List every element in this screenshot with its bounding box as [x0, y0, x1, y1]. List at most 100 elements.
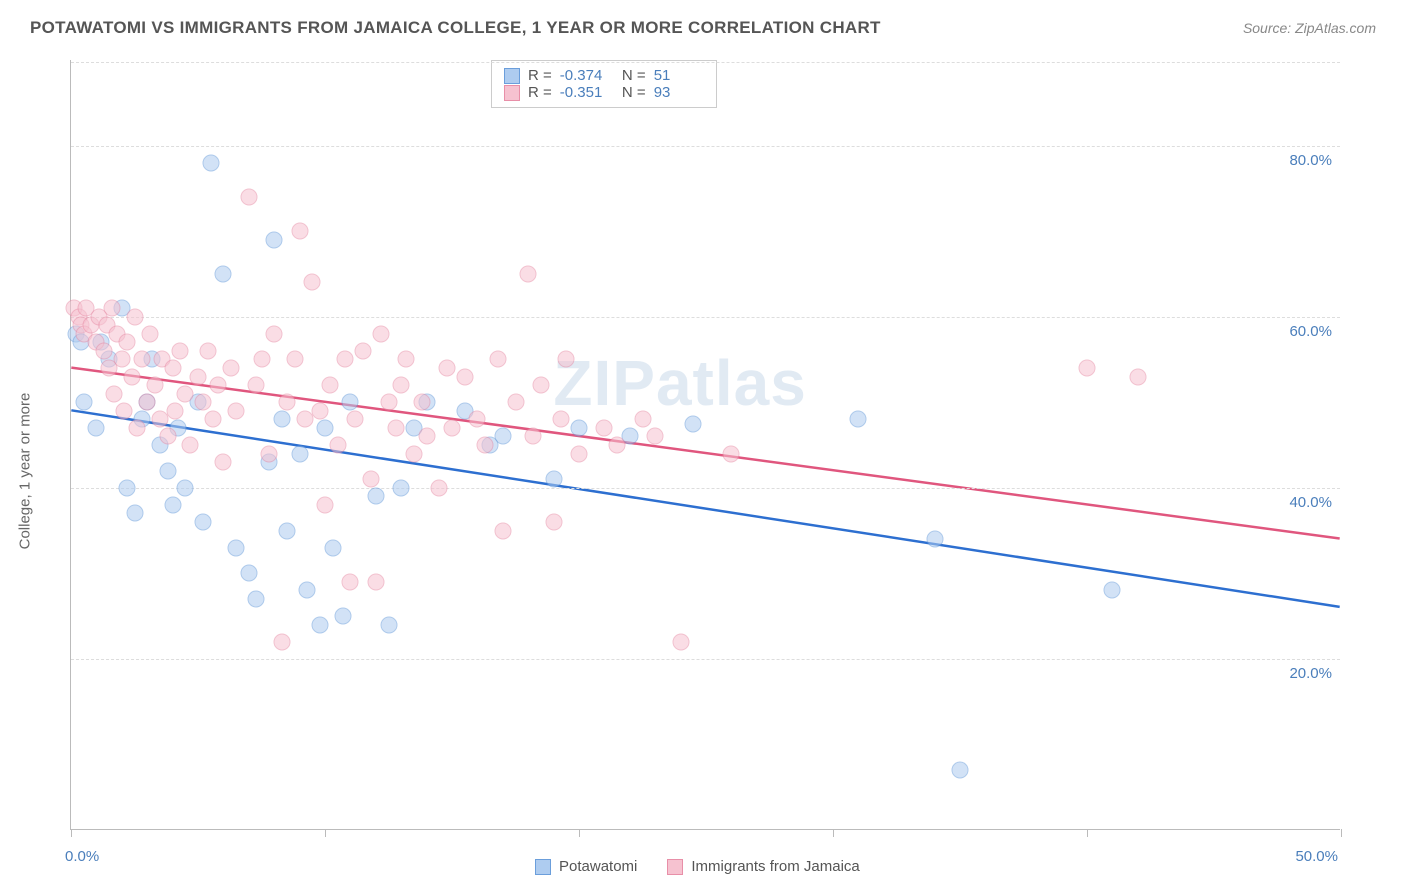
data-point [380, 394, 397, 411]
data-point [164, 496, 181, 513]
scatter-plot: ZIPatlas R =-0.374 N =51R =-0.351 N =93 … [70, 60, 1340, 830]
data-point [322, 377, 339, 394]
stat-r-value: -0.374 [560, 67, 610, 84]
gridline [71, 488, 1340, 489]
stat-label: N = [618, 67, 646, 84]
stat-n-value: 51 [654, 67, 704, 84]
data-point [444, 419, 461, 436]
legend-stats: R =-0.374 N =51R =-0.351 N =93 [491, 60, 717, 108]
gridline [71, 62, 1340, 63]
data-point [240, 188, 257, 205]
data-point [123, 368, 140, 385]
data-point [286, 351, 303, 368]
data-point [167, 402, 184, 419]
x-tick [325, 829, 326, 837]
data-point [1079, 360, 1096, 377]
x-tick [1341, 829, 1342, 837]
data-point [372, 325, 389, 342]
data-point [334, 608, 351, 625]
legend-swatch [667, 859, 683, 875]
data-point [106, 385, 123, 402]
data-point [223, 360, 240, 377]
data-point [723, 445, 740, 462]
data-point [291, 445, 308, 462]
data-point [532, 377, 549, 394]
data-point [215, 265, 232, 282]
data-point [634, 411, 651, 428]
data-point [273, 633, 290, 650]
data-point [405, 445, 422, 462]
data-point [96, 342, 113, 359]
legend-row: R = -0.374 N = 51 [504, 67, 704, 84]
data-point [134, 351, 151, 368]
data-point [545, 514, 562, 531]
x-tick-label: 0.0% [65, 848, 99, 865]
stat-r-value: -0.351 [560, 84, 610, 101]
data-point [266, 231, 283, 248]
data-point [75, 394, 92, 411]
data-point [253, 351, 270, 368]
data-point [456, 368, 473, 385]
data-point [558, 351, 575, 368]
data-point [248, 377, 265, 394]
data-point [337, 351, 354, 368]
data-point [88, 419, 105, 436]
stat-label: N = [618, 84, 646, 101]
data-point [647, 428, 664, 445]
data-point [141, 325, 158, 342]
data-point [146, 377, 163, 394]
data-point [159, 462, 176, 479]
data-point [685, 415, 702, 432]
stat-label: R = [528, 67, 552, 84]
data-point [240, 565, 257, 582]
data-point [299, 582, 316, 599]
gridline [71, 146, 1340, 147]
data-point [398, 351, 415, 368]
data-point [553, 411, 570, 428]
data-point [324, 539, 341, 556]
data-point [952, 762, 969, 779]
data-point [469, 411, 486, 428]
data-point [164, 360, 181, 377]
data-point [278, 394, 295, 411]
gridline [71, 317, 1340, 318]
trend-lines [71, 60, 1340, 829]
data-point [520, 265, 537, 282]
legend-swatch [504, 68, 520, 84]
data-point [195, 394, 212, 411]
data-point [1129, 368, 1146, 385]
legend-item: Potawatomi [535, 858, 637, 875]
x-tick [1087, 829, 1088, 837]
x-tick [71, 829, 72, 837]
data-point [413, 394, 430, 411]
data-point [367, 573, 384, 590]
data-point [393, 377, 410, 394]
data-point [151, 411, 168, 428]
data-point [926, 531, 943, 548]
data-point [311, 402, 328, 419]
legend-item: Immigrants from Jamaica [667, 858, 859, 875]
data-point [266, 325, 283, 342]
data-point [347, 411, 364, 428]
y-tick-label: 60.0% [1289, 323, 1332, 340]
data-point [317, 419, 334, 436]
data-point [388, 419, 405, 436]
x-tick-label: 50.0% [1295, 848, 1338, 865]
data-point [113, 351, 130, 368]
y-tick-label: 20.0% [1289, 665, 1332, 682]
y-tick-label: 80.0% [1289, 152, 1332, 169]
data-point [202, 154, 219, 171]
watermark: ZIPatlas [553, 346, 806, 420]
x-tick [833, 829, 834, 837]
data-point [291, 223, 308, 240]
data-point [177, 385, 194, 402]
legend-label: Potawatomi [559, 858, 637, 875]
source-label: Source: ZipAtlas.com [1243, 20, 1376, 36]
data-point [342, 573, 359, 590]
data-point [494, 428, 511, 445]
data-point [362, 471, 379, 488]
data-point [311, 616, 328, 633]
data-point [118, 334, 135, 351]
data-point [317, 496, 334, 513]
data-point [438, 360, 455, 377]
